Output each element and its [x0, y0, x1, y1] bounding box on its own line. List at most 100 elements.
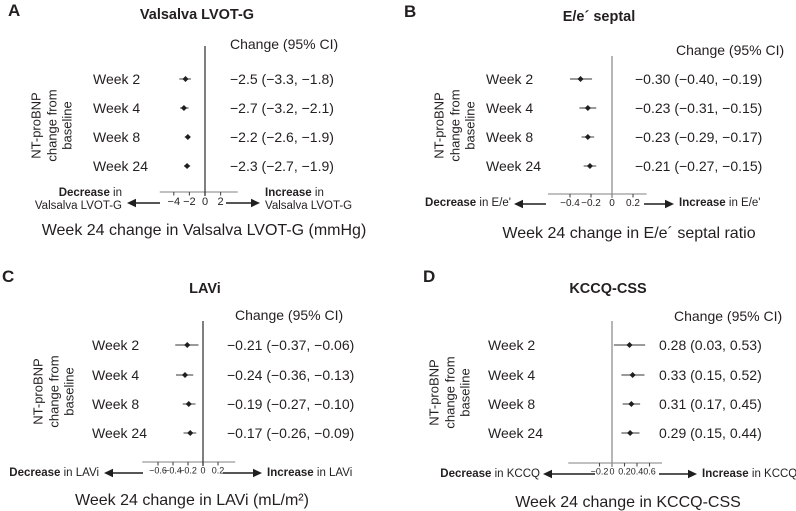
panel-title: Valsalva LVOT-G	[139, 7, 255, 23]
point-estimate-marker	[182, 76, 189, 82]
decrease-arrowhead-icon	[127, 198, 136, 208]
increase-arrowhead-icon	[665, 199, 674, 209]
point-estimate-marker	[586, 163, 593, 169]
direction-label-decrease: Decrease in Valsalva LVOT-G	[34, 187, 122, 212]
row-label-week: Week 8	[92, 396, 140, 412]
row-label-week: Week 24	[93, 158, 148, 174]
point-estimate-marker	[180, 105, 187, 111]
panel-title: E/e´ septal	[562, 9, 636, 25]
decrease-arrowhead-icon	[543, 469, 552, 479]
row-ci-value: −0.24 (−0.36, −0.13)	[227, 367, 355, 383]
panel-d-kccq-css: D KCCQ-CSS Change (95% CI) NT-proBNP cha…	[398, 255, 796, 511]
row-label-week: Week 24	[488, 425, 543, 441]
point-estimate-marker	[584, 105, 591, 111]
tick-label: 0	[200, 465, 205, 475]
row-label-week: Week 2	[488, 337, 536, 353]
tick-label: −0.4	[560, 198, 580, 209]
panel-caption: Week 24 change in E/e´ septal ratio	[502, 225, 756, 242]
row-ci-value: −2.7 (−3.2, −2.1)	[230, 100, 334, 116]
row-label-week: Week 4	[488, 367, 536, 383]
point-estimate-marker	[629, 372, 636, 378]
ci-column-header: Change (95% CI)	[230, 36, 339, 52]
forest-plot-canvas: −0.2 0 0.2 0.4 0.6	[543, 321, 697, 479]
tick-label: −0.6	[149, 465, 167, 475]
tick-label: 0.4	[631, 466, 644, 476]
tick-label: 0	[609, 198, 615, 209]
tick-label: 0.2	[626, 198, 640, 209]
row-ci-value: −2.5 (−3.3, −1.8)	[230, 71, 334, 87]
panel-caption: Week 24 change in Valsalva LVOT-G (mmHg)	[41, 222, 367, 239]
row-ci-value: −0.23 (−0.31, −0.15)	[635, 100, 763, 116]
decrease-arrowhead-icon	[514, 199, 523, 209]
row-ci-value: 0.28 (0.03, 0.53)	[659, 337, 762, 353]
point-estimate-marker	[184, 163, 191, 169]
tick-label: −0.2	[581, 198, 601, 209]
point-estimate-marker	[182, 372, 188, 378]
tick-label: −0.2	[179, 465, 197, 475]
row-label-week: Week 24	[92, 425, 147, 441]
panel-title: LAVi	[189, 281, 221, 297]
row-ci-value: −2.2 (−2.6, −1.9)	[230, 129, 334, 145]
row-label-week: Week 4	[92, 367, 140, 383]
decrease-arrowhead-icon	[104, 468, 113, 478]
point-estimate-marker	[187, 430, 194, 436]
direction-label-increase: Increase in LAVi	[267, 467, 353, 479]
point-estimate-marker	[628, 401, 635, 407]
row-ci-value: −0.21 (−0.27, −0.15)	[635, 158, 763, 174]
row-ci-value: −0.30 (−0.40, −0.19)	[635, 71, 763, 87]
panel-letter: A	[8, 1, 21, 20]
row-ci-value: 0.29 (0.15, 0.44)	[659, 425, 762, 441]
row-ci-value: 0.33 (0.15, 0.52)	[659, 367, 762, 383]
tick-label: 0.2	[212, 465, 225, 475]
panel-a-valsalva-lvot-g: A Valsalva LVOT-G Change (95% CI) NT-pro…	[0, 0, 398, 256]
row-ci-value: −0.23 (−0.29, −0.17)	[635, 129, 763, 145]
row-label-week: Week 24	[486, 158, 541, 174]
direction-label-increase: Increase in E/e'	[679, 197, 761, 209]
row-label-week: Week 8	[486, 129, 534, 145]
panel-letter: D	[423, 267, 436, 286]
row-label-week: Week 8	[93, 129, 141, 145]
point-estimate-marker	[577, 76, 584, 82]
panel-caption: Week 24 change in KCCQ-CSS	[515, 494, 741, 511]
tick-label: 0.2	[618, 466, 631, 476]
tick-label: −0.2	[591, 466, 609, 476]
forest-plot-canvas: −0.4 −0.2 0 0.2	[514, 56, 674, 209]
increase-arrowhead-icon	[251, 198, 260, 208]
row-label-week: Week 4	[486, 100, 534, 116]
panel-c-lavi: C LAVi Change (95% CI) NT-proBNP change …	[0, 255, 398, 511]
tick-label: −2	[183, 196, 196, 208]
forest-plot-canvas: −0.6−0.4−0.2 0 0.2	[104, 321, 262, 478]
ci-column-header: Change (95% CI)	[674, 308, 783, 324]
point-estimate-marker	[584, 134, 591, 140]
row-label-week: Week 2	[92, 337, 140, 353]
forest-plot-canvas: −4 −2 0 2	[127, 46, 260, 208]
tick-label: 0.6	[643, 466, 656, 476]
row-label-week: Week 8	[488, 396, 536, 412]
direction-label-decrease: Decrease in KCCQ	[440, 468, 540, 480]
direction-label-decrease: Decrease in LAVi	[9, 467, 99, 479]
row-label-week: Week 2	[93, 71, 141, 87]
row-ci-value: −0.19 (−0.27, −0.10)	[227, 396, 355, 412]
panel-title: KCCQ-CSS	[569, 281, 647, 297]
row-label-week: Week 4	[93, 100, 141, 116]
point-estimate-marker	[184, 134, 191, 140]
panel-letter: B	[404, 2, 417, 21]
row-ci-value: −0.21 (−0.37, −0.06)	[227, 337, 355, 353]
tick-label: 0	[609, 466, 614, 476]
point-estimate-marker	[627, 430, 634, 436]
panel-letter: C	[2, 267, 15, 286]
ci-column-header: Change (95% CI)	[235, 307, 344, 323]
tick-label: 0	[202, 196, 208, 208]
row-label-week: Week 2	[486, 71, 534, 87]
direction-label-decrease: Decrease in E/e'	[425, 197, 511, 209]
tick-label: −0.4	[164, 465, 182, 475]
direction-label-increase: Increase in Valsalva LVOT-G	[265, 187, 353, 212]
panel-b-e-e-septal: B E/e´ septal Change (95% CI) NT-proBNP …	[398, 0, 796, 256]
row-ci-value: 0.31 (0.17, 0.45)	[659, 396, 762, 412]
row-ci-value: −2.3 (−2.7, −1.9)	[230, 158, 334, 174]
ci-column-header: Change (95% CI)	[676, 42, 785, 58]
point-estimate-marker	[626, 342, 633, 348]
increase-arrowhead-icon	[688, 469, 697, 479]
tick-label: −4	[168, 196, 181, 208]
